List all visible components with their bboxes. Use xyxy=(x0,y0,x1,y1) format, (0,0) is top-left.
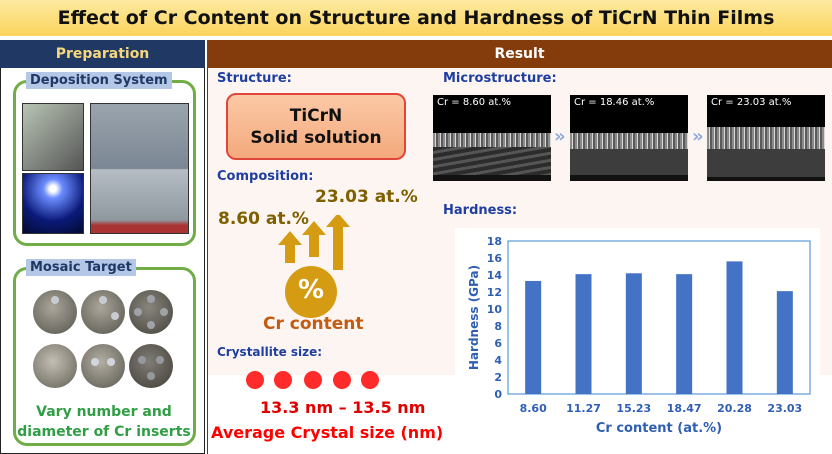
percent-icon: % xyxy=(297,275,325,305)
mosaic-disc xyxy=(33,344,77,388)
structure-type: Solid solution xyxy=(250,127,382,148)
y-axis-label: Hardness (GPa) xyxy=(467,265,481,370)
x-tick-label: 8.60 xyxy=(520,402,547,415)
mosaic-caption-line1: Vary number and xyxy=(36,404,172,420)
sem-caption: Cr = 8.60 at.% xyxy=(437,97,512,108)
sem-image: Cr = 23.03 at.% xyxy=(707,95,825,181)
structure-box: TiCrN Solid solution xyxy=(226,93,406,160)
structure-label: Structure: xyxy=(217,71,292,86)
sem-caption: Cr = 18.46 at.% xyxy=(574,97,655,108)
bar xyxy=(776,291,793,394)
sem-image: Cr = 8.60 at.% xyxy=(433,95,551,181)
y-tick-label: 0 xyxy=(494,388,502,401)
x-tick-label: 18.47 xyxy=(667,402,702,415)
y-tick-label: 6 xyxy=(494,337,502,350)
plot-frame xyxy=(507,240,811,395)
y-tick-label: 4 xyxy=(494,354,502,367)
mosaic-disc xyxy=(129,290,173,334)
chamber-photo xyxy=(22,103,84,171)
x-axis-label: Cr content (at.%) xyxy=(596,421,722,436)
crystal-size-caption: Average Crystal size (nm) xyxy=(211,423,444,442)
deposition-label: Deposition System xyxy=(26,72,172,89)
x-tick-label: 15.23 xyxy=(616,402,651,415)
structure-formula: TiCrN xyxy=(289,105,343,126)
preparation-header: Preparation xyxy=(0,40,205,68)
crystallite-label: Crystallite size: xyxy=(217,345,323,359)
y-tick-label: 14 xyxy=(487,269,503,282)
x-tick-label: 23.03 xyxy=(767,402,802,415)
y-tick-label: 12 xyxy=(487,286,502,299)
page-title: Effect of Cr Content on Structure and Ha… xyxy=(0,0,832,38)
y-tick-label: 18 xyxy=(487,235,502,248)
cr-content-label: Cr content xyxy=(263,314,364,334)
crystal-dot xyxy=(333,371,351,389)
sem-caption: Cr = 23.03 at.% xyxy=(711,97,792,108)
mosaic-disc xyxy=(33,290,77,334)
crystal-size-range: 13.3 nm – 13.5 nm xyxy=(260,398,426,417)
x-tick-label: 11.27 xyxy=(566,402,601,415)
mosaic-caption-line2: diameter of Cr inserts xyxy=(17,424,191,440)
composition-high: 23.03 at.% xyxy=(315,187,418,207)
y-tick-label: 10 xyxy=(487,303,503,316)
crystal-dot xyxy=(274,371,292,389)
increase-arrows-icon xyxy=(278,215,350,318)
y-tick-label: 8 xyxy=(494,320,502,333)
y-tick-label: 16 xyxy=(487,252,503,265)
chevron-right-icon: » xyxy=(692,126,704,147)
bar xyxy=(676,274,693,394)
bar xyxy=(575,274,592,394)
mosaic-disc xyxy=(129,344,173,388)
composition-low: 8.60 at.% xyxy=(218,209,309,229)
crystal-dot xyxy=(304,371,322,389)
bar xyxy=(726,261,743,394)
mosaic-label: Mosaic Target xyxy=(26,259,136,276)
hardness-label: Hardness: xyxy=(443,203,518,218)
deposition-machine-photo xyxy=(90,103,189,234)
composition-label: Composition: xyxy=(217,169,314,184)
crystal-dot xyxy=(361,371,379,389)
mosaic-disc xyxy=(81,344,125,388)
y-tick-label: 2 xyxy=(494,371,502,384)
x-tick-label: 20.28 xyxy=(717,402,752,415)
crystal-dot xyxy=(246,371,264,389)
chevron-right-icon: » xyxy=(554,126,566,147)
hardness-chart: 0 2 4 6 8 10 12 14 16 18 8.60 11.27 15.23 18.47 20.28 2… xyxy=(467,235,811,436)
microstructure-label: Microstructure: xyxy=(443,71,557,86)
mosaic-disc xyxy=(81,290,125,334)
sem-image: Cr = 18.46 at.% xyxy=(570,95,688,181)
plasma-photo xyxy=(22,173,84,234)
result-header: Result xyxy=(207,40,832,68)
bar xyxy=(625,273,642,394)
bar xyxy=(525,280,542,394)
